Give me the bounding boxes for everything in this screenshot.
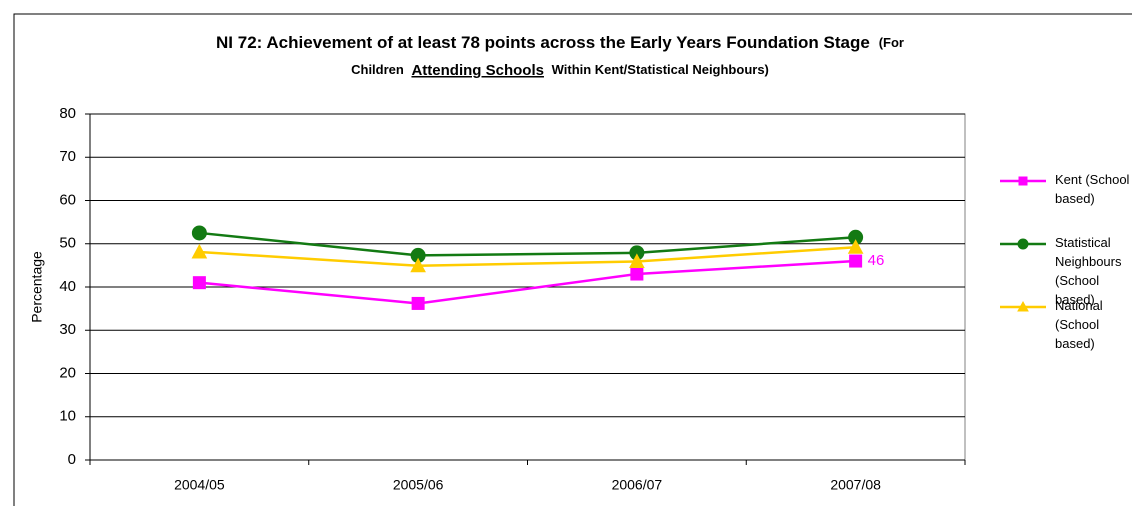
legend-label-line: Kent (School [1055,172,1130,187]
x-tick-label: 2004/05 [174,477,225,493]
y-tick-label: 80 [59,105,76,122]
legend-label-line: based) [1055,191,1095,206]
x-tick-label: 2007/08 [830,477,881,493]
legend-label-line: based) [1055,336,1095,351]
y-tick-label: 10 [59,408,76,425]
title-part: (For [879,35,904,50]
data-point [849,254,863,268]
x-tick-label: 2005/06 [393,477,444,493]
y-tick-label: 70 [59,148,76,165]
value-label: 46 [868,252,885,269]
legend-label-line: (School [1055,317,1099,332]
legend-label-line: (School [1055,273,1099,288]
legend-label-line: Statistical [1055,235,1111,250]
chart-subtitle: Children Attending Schools Within Kent/S… [351,62,769,79]
chart-border [13,13,1132,506]
y-tick-label: 0 [68,451,76,468]
data-point [847,239,864,254]
data-point [630,267,644,281]
chart-title: NI 72: Achievement of at least 78 points… [216,33,904,52]
data-point [192,276,206,290]
series-line [199,259,856,305]
y-tick-label: 40 [59,278,76,295]
legend-marker [1017,300,1029,312]
data-point [411,296,425,310]
legend-label-line: National [1055,298,1103,313]
series-line [199,231,856,257]
legend-label-line: Neighbours [1055,254,1122,269]
y-tick-label: 60 [59,191,76,208]
title-part: Within Kent/Statistical Neighbours) [552,62,769,77]
y-axis-label: Percentage [29,251,45,323]
data-point [410,257,426,273]
data-point [191,225,207,241]
data-point [629,253,645,268]
legend-label: Statistical Neighbours (School based) [1055,235,1122,307]
title-part: NI 72: Achievement of at least 78 points… [216,33,870,52]
legend-label: National (School based) [1055,298,1103,351]
y-tick-label: 30 [59,321,76,338]
data-point [191,243,208,259]
series-line [199,245,856,268]
title-part: Children [351,62,404,77]
legend-label: Kent (School based) [1055,172,1130,206]
y-tick-label: 20 [59,364,76,381]
legend-marker [1017,238,1029,250]
x-tick-label: 2006/07 [612,477,663,493]
legend-label-line: based) [1055,292,1095,307]
title-part: Attending Schools [411,62,544,79]
legend-marker [1018,176,1028,186]
y-tick-label: 50 [59,235,76,252]
